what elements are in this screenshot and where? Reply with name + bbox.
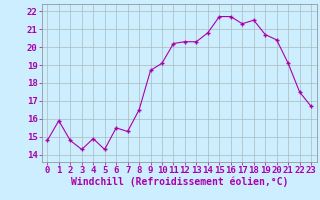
X-axis label: Windchill (Refroidissement éolien,°C): Windchill (Refroidissement éolien,°C) — [70, 177, 288, 187]
